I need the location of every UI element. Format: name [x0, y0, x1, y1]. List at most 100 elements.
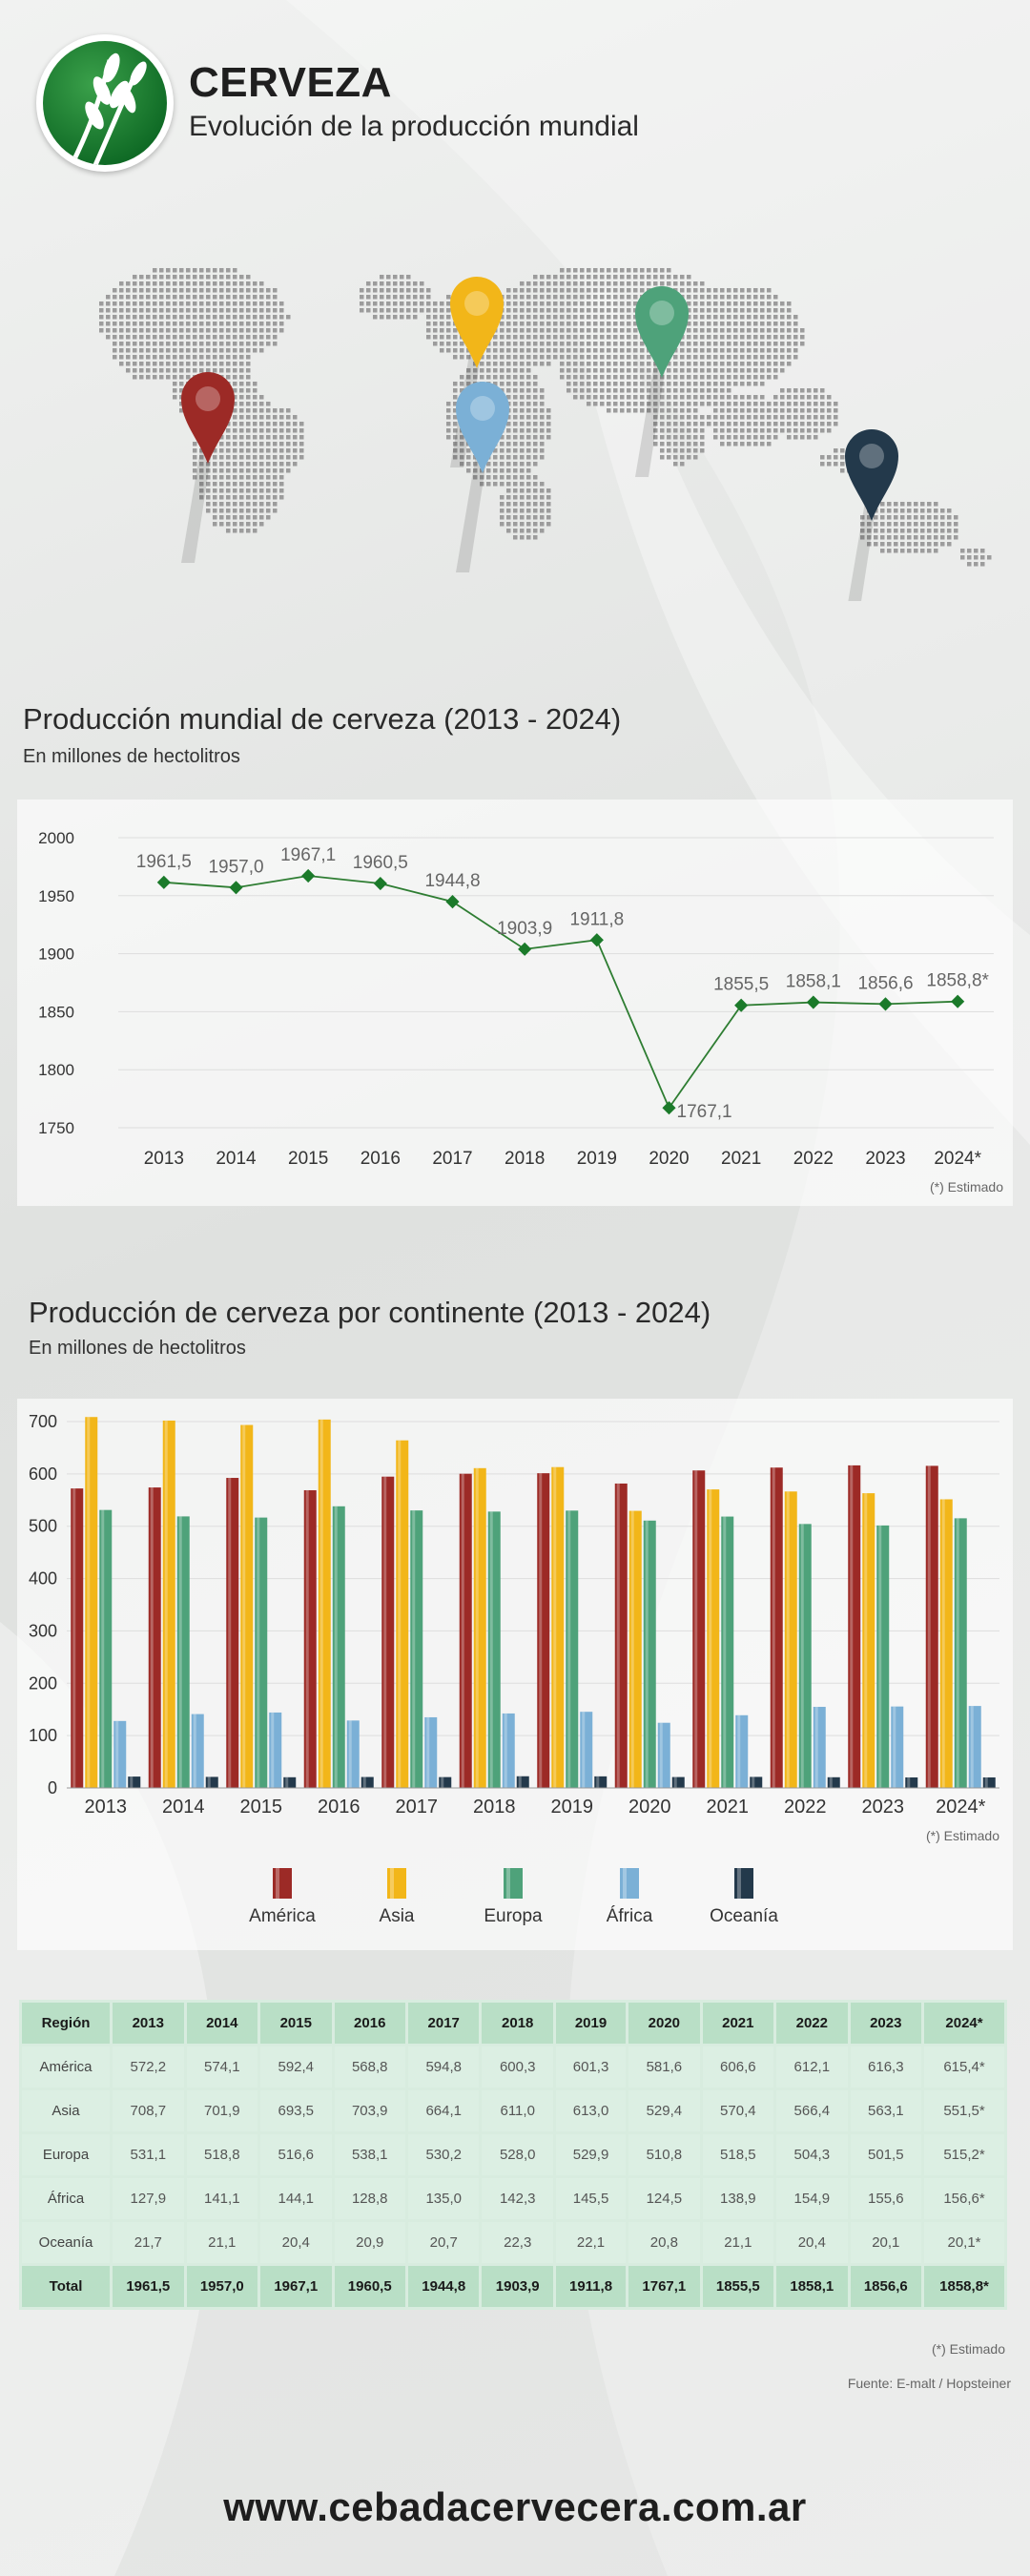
- bar-América: [770, 1467, 783, 1788]
- table-cell: 135,0: [407, 2178, 480, 2219]
- table-cell: 1944,8: [407, 2266, 480, 2307]
- table-header-cell: 2016: [334, 2003, 405, 2044]
- africa-location-pin-icon: [456, 382, 509, 572]
- data-point: [951, 994, 965, 1008]
- x-tick-label: 2013: [144, 1149, 184, 1169]
- bar-Oceanía: [205, 1776, 218, 1788]
- data-label: 1960,5: [353, 853, 408, 873]
- bar-África: [813, 1707, 826, 1788]
- x-tick-label: 2016: [360, 1149, 401, 1169]
- table-cell: 145,5: [555, 2178, 627, 2219]
- bar-Oceanía: [439, 1776, 452, 1788]
- legend-swatch: [273, 1868, 292, 1899]
- x-tick-label: 2019: [577, 1149, 617, 1169]
- bar-África: [657, 1722, 670, 1788]
- europa-location-pin-icon: [635, 286, 689, 477]
- table-cell: 154,9: [776, 2178, 848, 2219]
- table-cell: 1855,5: [702, 2266, 774, 2307]
- table-header-cell: 2021: [702, 2003, 774, 2044]
- x-tick-label: 2015: [240, 1797, 283, 1818]
- table-row: América 572,2 574,1 592,4 568,8 594,8 600,3 601…: [22, 2046, 1004, 2088]
- bar-África: [580, 1712, 593, 1788]
- table-cell: 594,8: [407, 2046, 480, 2088]
- line-chart-subtitle: En millones de hectolitros: [23, 746, 240, 767]
- line-chart-title: Producción mundial de cerveza (2013 - 20…: [23, 702, 622, 736]
- line-chart: 1750 1800 1850 1900 1950 2000 1961,5 2013 1957,0…: [38, 829, 994, 1169]
- production-line: [163, 875, 958, 1111]
- data-label: 1855,5: [713, 975, 769, 995]
- y-tick-label: 2000: [38, 829, 74, 847]
- table-cell: 20,1*: [924, 2222, 1004, 2263]
- line-chart-panel: 1750 1800 1850 1900 1950 2000 1961,5 2013 1957,0…: [17, 800, 1013, 1206]
- world-map-dots: [99, 268, 992, 567]
- y-tick-label: 0: [48, 1778, 57, 1797]
- row-label: África: [22, 2178, 111, 2219]
- bar-Asia: [240, 1424, 254, 1788]
- bar-América: [381, 1476, 395, 1788]
- row-label: Europa: [22, 2134, 111, 2175]
- table-header-row: Región 2013 2014 2015 2016 2017 2018 2019 2020 20…: [22, 2003, 1004, 2044]
- bar-Asia: [707, 1489, 720, 1788]
- table-cell: 529,9: [555, 2134, 627, 2175]
- table-cell: 568,8: [334, 2046, 405, 2088]
- table-cell: 530,2: [407, 2134, 480, 2175]
- x-tick-label: 2014: [162, 1797, 205, 1818]
- header: CERVEZA Evolución de la producción mundi…: [36, 34, 990, 177]
- table-cell: 563,1: [850, 2090, 922, 2131]
- legend-label: Oceanía: [710, 1906, 778, 1926]
- table-cell: 128,8: [334, 2178, 405, 2219]
- table-row: África 127,9 141,1 144,1 128,8 135,0 142,3 145,…: [22, 2178, 1004, 2219]
- table-cell: 501,5: [850, 2134, 922, 2175]
- row-label: América: [22, 2046, 111, 2088]
- legend-item: América: [249, 1868, 316, 1926]
- table-cell: 141,1: [186, 2178, 258, 2219]
- table-cell: 613,0: [555, 2090, 627, 2131]
- bar-África: [424, 1716, 438, 1788]
- bar-África: [502, 1713, 515, 1788]
- table-cell: 538,1: [334, 2134, 405, 2175]
- x-tick-label: 2020: [628, 1797, 671, 1818]
- x-tick-label: 2024*: [934, 1149, 981, 1169]
- table-cell: 22,1: [555, 2222, 627, 2263]
- legend-label: África: [607, 1906, 653, 1926]
- table-cell: 572,2: [113, 2046, 184, 2088]
- table-cell: 601,3: [555, 2046, 627, 2088]
- data-point: [878, 997, 893, 1011]
- bar-Oceanía: [905, 1776, 918, 1788]
- bar-Asia: [396, 1440, 409, 1788]
- table-cell: 156,6*: [924, 2178, 1004, 2219]
- table-cell: 708,7: [113, 2090, 184, 2131]
- table-cell: 611,0: [482, 2090, 553, 2131]
- row-label: Total: [22, 2266, 111, 2307]
- bar-América: [537, 1473, 550, 1788]
- legend-swatch: [504, 1868, 523, 1899]
- bar-Europa: [255, 1517, 268, 1788]
- data-point: [806, 995, 820, 1009]
- table-cell: 531,1: [113, 2134, 184, 2175]
- table-cell: 606,6: [702, 2046, 774, 2088]
- website-link[interactable]: www.cebadacervecera.com.ar: [223, 2484, 807, 2529]
- x-tick-label: 2017: [432, 1149, 472, 1169]
- bar-Asia: [784, 1491, 797, 1788]
- line-chart-footnote: (*) Estimado: [929, 1179, 1003, 1195]
- bar-Europa: [566, 1510, 579, 1788]
- table-header-cell: 2023: [850, 2003, 922, 2044]
- data-label: 1858,8*: [926, 971, 989, 991]
- bar-Europa: [176, 1516, 190, 1788]
- bar-Asia: [628, 1510, 642, 1788]
- legend-item: Oceanía: [710, 1868, 778, 1926]
- y-tick-label: 400: [29, 1569, 57, 1589]
- bar-Europa: [332, 1506, 345, 1788]
- table-header-cell: Región: [22, 2003, 111, 2044]
- data-point: [445, 895, 460, 909]
- y-tick-label: 600: [29, 1465, 57, 1484]
- bar-Europa: [876, 1525, 890, 1788]
- data-point: [734, 998, 749, 1012]
- table-cell: 142,3: [482, 2178, 553, 2219]
- x-tick-label: 2013: [85, 1797, 128, 1818]
- x-tick-label: 2021: [707, 1797, 750, 1818]
- bar-Asia: [162, 1420, 175, 1788]
- x-tick-label: 2020: [649, 1149, 689, 1169]
- bar-Europa: [99, 1509, 113, 1788]
- bar-Europa: [954, 1518, 967, 1788]
